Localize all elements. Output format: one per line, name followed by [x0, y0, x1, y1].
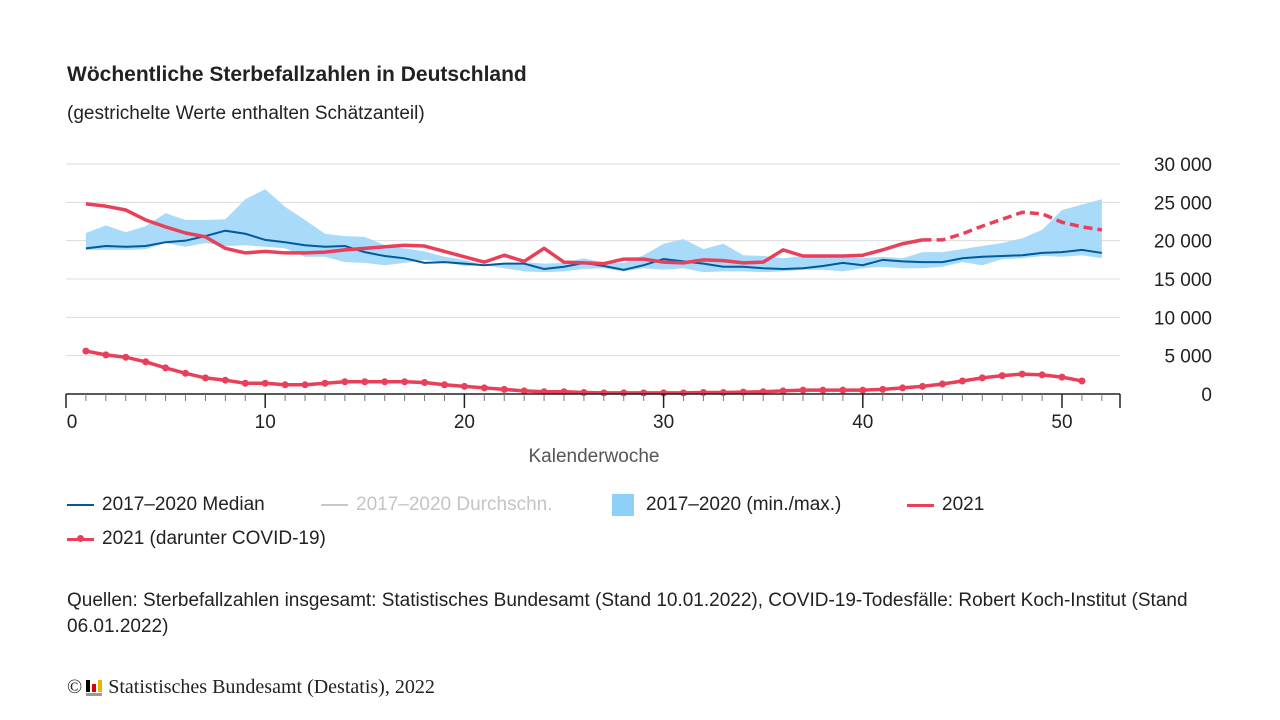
covid-point	[241, 379, 249, 387]
legend-item-minmax[interactable]: 2017–2020 (min./max.)	[612, 494, 841, 516]
legend-item-2021[interactable]: 2021	[907, 494, 984, 516]
y-tick-label: 10 000	[1154, 308, 1212, 329]
covid-point	[102, 351, 110, 359]
covid-point	[520, 387, 528, 395]
covid-point	[938, 380, 946, 388]
chart-subtitle: (gestrichelte Werte enthalten Schätzante…	[67, 103, 425, 124]
covid-point	[321, 379, 329, 387]
covid-point	[421, 379, 429, 386]
x-axis-label: Kalenderwoche	[529, 446, 660, 467]
covid-point	[899, 384, 907, 392]
covid-point	[799, 386, 807, 394]
legend-label: 2021 (darunter COVID-19)	[102, 528, 326, 549]
covid-point	[1018, 370, 1026, 378]
y-tick-label: 30 000	[1154, 155, 1212, 176]
covid-point	[221, 376, 229, 384]
line-2021-estimated	[922, 210, 1103, 242]
covid-point	[82, 347, 90, 355]
covid-point	[162, 364, 170, 372]
source-note: Quellen: Sterbefallzahlen insgesamt: Sta…	[67, 590, 1188, 637]
covid-line	[85, 349, 1083, 395]
legend-label: 2021	[942, 494, 985, 515]
covid-point	[341, 378, 349, 386]
covid-point	[281, 381, 289, 389]
x-tick-label: 0	[67, 412, 78, 433]
covid-point	[361, 378, 369, 386]
covid-point	[819, 386, 827, 394]
line-swatch-icon	[67, 504, 94, 506]
line-marker-swatch-icon	[67, 535, 94, 542]
line-2021	[85, 202, 923, 266]
copyright: © Statistisches Bundesamt (Destatis), 20…	[67, 676, 435, 699]
covid-point	[839, 386, 847, 394]
line-swatch-icon	[907, 503, 934, 507]
band-series	[85, 189, 1102, 273]
legend-item-covid[interactable]: 2021 (darunter COVID-19)	[67, 528, 326, 550]
covid-point	[859, 386, 867, 394]
covid-point	[998, 372, 1006, 380]
destatis-logo-icon	[86, 679, 103, 696]
axes: 0 5 000 10 000 15 000 20 000 25 000 30 000 0 10 2…	[65, 155, 1212, 433]
copyright-text: Statistisches Bundesamt (Destatis), 2022	[108, 676, 435, 698]
y-tick-label: 20 000	[1154, 232, 1212, 253]
covid-point	[401, 378, 409, 386]
legend-item-median[interactable]: 2017–2020 Median	[67, 494, 265, 516]
y-tick-label: 15 000	[1154, 270, 1212, 291]
covid-point	[142, 358, 150, 366]
legend-label: 2017–2020 (min./max.)	[646, 494, 842, 515]
covid-point	[480, 384, 488, 392]
covid-point	[261, 379, 269, 387]
chart-title: Wöchentliche Sterbefallzahlen in Deutsch…	[67, 63, 527, 86]
legend-label: 2017–2020 Durchschn.	[356, 494, 553, 515]
x-tick-label: 30	[653, 412, 674, 433]
minmax-band	[85, 189, 1102, 273]
x-tick-label: 10	[255, 412, 276, 433]
covid-point	[122, 353, 130, 361]
copyright-symbol: ©	[67, 676, 83, 698]
line-swatch-icon	[321, 504, 348, 506]
covid-point	[301, 381, 309, 389]
covid-point	[201, 374, 209, 382]
covid-point	[500, 385, 508, 393]
legend-item-mean[interactable]: 2017–2020 Durchschn.	[321, 494, 552, 516]
covid-point	[978, 374, 986, 382]
covid-point	[779, 387, 787, 395]
legend-label: 2017–2020 Median	[102, 494, 265, 515]
covid-point	[182, 369, 190, 377]
y-tick-label: 0	[1201, 385, 1212, 406]
x-tick-label: 50	[1051, 412, 1072, 433]
covid-point	[958, 377, 966, 385]
x-tick-label: 20	[454, 412, 475, 433]
covid-point	[440, 381, 448, 389]
covid-point	[381, 378, 389, 386]
covid-point	[1078, 377, 1086, 385]
area-swatch-icon	[612, 494, 634, 516]
y-tick-label: 25 000	[1154, 193, 1212, 214]
covid-point	[1038, 371, 1046, 379]
y-tick-label: 5 000	[1164, 347, 1212, 368]
x-tick-label: 40	[852, 412, 873, 433]
covid-point	[919, 382, 927, 390]
line-series	[82, 202, 1103, 397]
covid-point	[460, 382, 468, 390]
covid-point	[879, 385, 887, 393]
covid-point	[1058, 373, 1066, 381]
